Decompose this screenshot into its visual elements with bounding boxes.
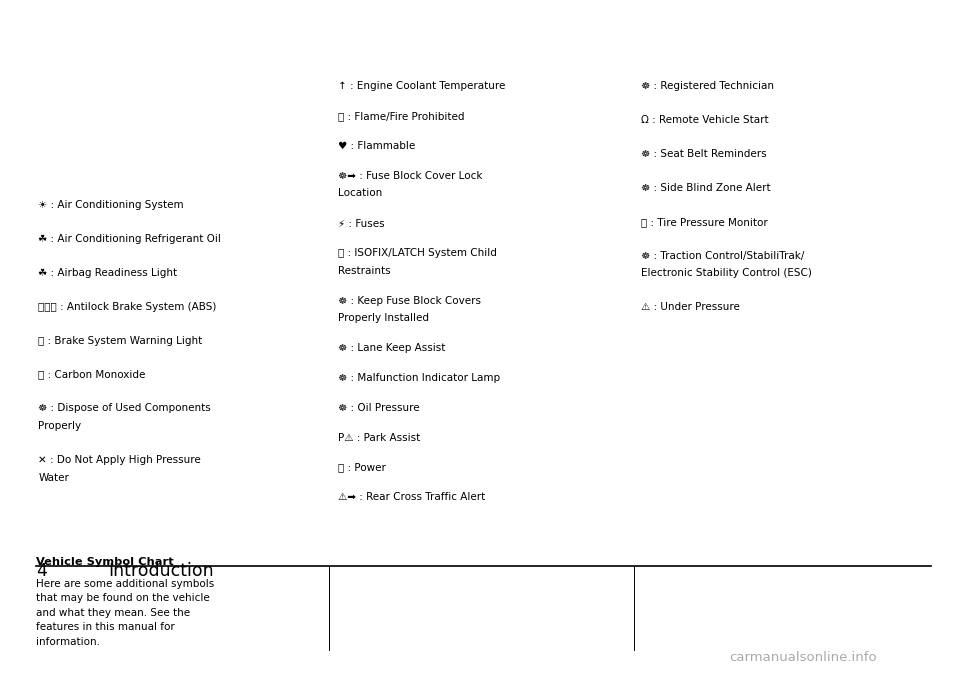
Text: ☘ : Air Conditioning Refrigerant Oil: ☘ : Air Conditioning Refrigerant Oil xyxy=(38,234,221,244)
Text: ☸ : Traction Control/StabiliTrak/: ☸ : Traction Control/StabiliTrak/ xyxy=(641,251,804,261)
Text: ☸ : Oil Pressure: ☸ : Oil Pressure xyxy=(338,403,420,413)
Text: ✕ : Do Not Apply High Pressure: ✕ : Do Not Apply High Pressure xyxy=(38,455,202,465)
Text: ☀ : Air Conditioning System: ☀ : Air Conditioning System xyxy=(38,200,184,210)
Text: P⚠ : Park Assist: P⚠ : Park Assist xyxy=(338,433,420,443)
Text: Vehicle Symbol Chart: Vehicle Symbol Chart xyxy=(36,557,174,567)
Text: ☸➡ : Fuse Block Cover Lock: ☸➡ : Fuse Block Cover Lock xyxy=(338,171,483,181)
Text: ⓞ : Carbon Monoxide: ⓞ : Carbon Monoxide xyxy=(38,370,146,380)
Text: Location: Location xyxy=(338,188,382,199)
Text: ⚡ : Fuses: ⚡ : Fuses xyxy=(338,218,385,228)
Text: ☘ : Airbag Readiness Light: ☘ : Airbag Readiness Light xyxy=(38,268,178,278)
Text: ↑ : Engine Coolant Temperature: ↑ : Engine Coolant Temperature xyxy=(338,81,505,92)
Text: Here are some additional symbols
that may be found on the vehicle
and what they : Here are some additional symbols that ma… xyxy=(36,579,215,647)
Text: Restraints: Restraints xyxy=(338,266,391,276)
Text: Properly Installed: Properly Installed xyxy=(338,313,429,323)
Text: ♥ : Flammable: ♥ : Flammable xyxy=(338,141,415,151)
Text: ⛔ : ISOFIX/LATCH System Child: ⛔ : ISOFIX/LATCH System Child xyxy=(338,248,496,258)
Text: ☸ : Seat Belt Reminders: ☸ : Seat Belt Reminders xyxy=(641,149,767,159)
Text: ☸ : Registered Technician: ☸ : Registered Technician xyxy=(641,81,775,92)
Text: Properly: Properly xyxy=(38,421,82,431)
Text: ⓘ : Brake System Warning Light: ⓘ : Brake System Warning Light xyxy=(38,336,203,346)
Text: ⓘ : Tire Pressure Monitor: ⓘ : Tire Pressure Monitor xyxy=(641,217,768,227)
Text: Water: Water xyxy=(38,473,69,483)
Text: ☸ : Malfunction Indicator Lamp: ☸ : Malfunction Indicator Lamp xyxy=(338,373,500,383)
Text: ⛔ : Flame/Fire Prohibited: ⛔ : Flame/Fire Prohibited xyxy=(338,111,465,121)
Text: ⚠ : Under Pressure: ⚠ : Under Pressure xyxy=(641,302,740,313)
Text: ☸ : Lane Keep Assist: ☸ : Lane Keep Assist xyxy=(338,343,445,353)
Text: ☸ : Side Blind Zone Alert: ☸ : Side Blind Zone Alert xyxy=(641,183,771,193)
Text: ☸ : Dispose of Used Components: ☸ : Dispose of Used Components xyxy=(38,403,211,414)
Text: ⚠➡ : Rear Cross Traffic Alert: ⚠➡ : Rear Cross Traffic Alert xyxy=(338,492,485,502)
Text: ☸ : Keep Fuse Block Covers: ☸ : Keep Fuse Block Covers xyxy=(338,296,481,306)
Text: carmanualsonline.info: carmanualsonline.info xyxy=(730,652,877,664)
Text: Electronic Stability Control (ESC): Electronic Stability Control (ESC) xyxy=(641,268,812,279)
Text: Introduction: Introduction xyxy=(108,561,214,580)
Text: 4: 4 xyxy=(36,561,47,580)
Text: ⓐⓑⓈ : Antilock Brake System (ABS): ⓐⓑⓈ : Antilock Brake System (ABS) xyxy=(38,302,217,312)
Text: Ω : Remote Vehicle Start: Ω : Remote Vehicle Start xyxy=(641,115,769,125)
Text: ⏻ : Power: ⏻ : Power xyxy=(338,462,386,473)
